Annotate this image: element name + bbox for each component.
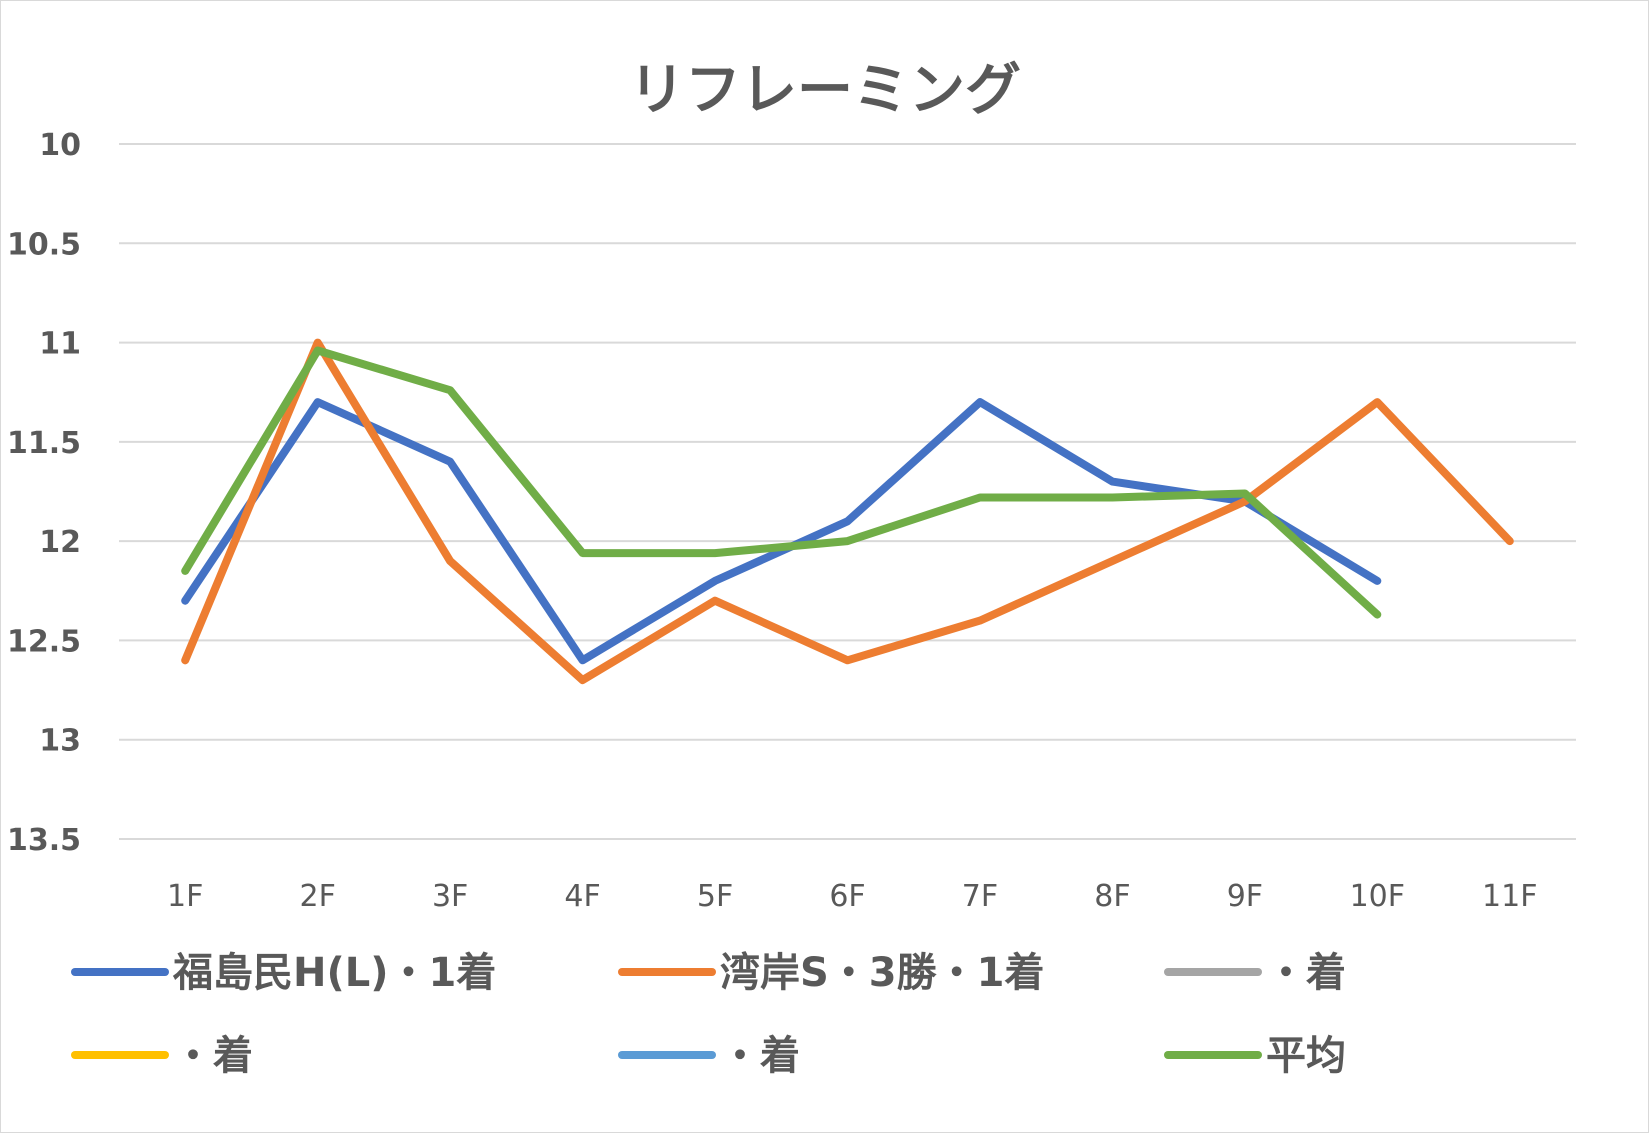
y-tick-label: 10.5 [7,227,81,262]
y-tick-label: 13.5 [7,823,81,858]
series-lines [181,338,1514,685]
x-tick-label: 3F [432,879,468,914]
y-tick-label: 11 [39,327,81,362]
y-tick-label: 12.5 [7,624,81,659]
y-tick-label: 10 [39,128,81,163]
gridlines [119,143,1576,840]
x-tick-label: 6F [829,879,865,914]
x-tick-label: 1F [167,879,203,914]
legend-label: 平均 [1266,1033,1346,1079]
x-tick-label: 5F [697,879,733,914]
series-line-5 [181,346,1382,619]
y-tick-label: 13 [39,724,81,759]
x-tick-label: 8F [1094,879,1130,914]
y-axis-labels: 10 10.5 11 11.5 12 12.5 13 13.5 [7,128,81,858]
x-tick-label: 10F [1350,879,1405,914]
series-line-1 [181,338,1514,685]
x-axis-labels: 1F 2F 3F 4F 5F 6F 7F 8F 9F 10F 11F [167,879,1537,914]
legend-label: ・着 [1266,950,1346,996]
x-tick-label: 4F [564,879,600,914]
y-tick-label: 12 [39,525,81,560]
series-line-0 [181,398,1382,665]
legend-label: ・着 [720,1033,800,1079]
x-tick-label: 7F [962,879,998,914]
y-tick-label: 11.5 [7,426,81,461]
x-tick-label: 9F [1227,879,1263,914]
legend: 福島民H(L)・1着 湾岸S・3勝・1着 ・着・着 ・着 平均 [71,950,1346,1079]
x-tick-label: 11F [1482,879,1537,914]
legend-label: 福島民H(L)・1着 [172,950,496,996]
legend-label: ・着 [173,1033,253,1079]
legend-label: 湾岸S・3勝・1着 [720,950,1044,996]
x-tick-label: 2F [300,879,336,914]
chart-title: リフレーミング [629,58,1021,123]
